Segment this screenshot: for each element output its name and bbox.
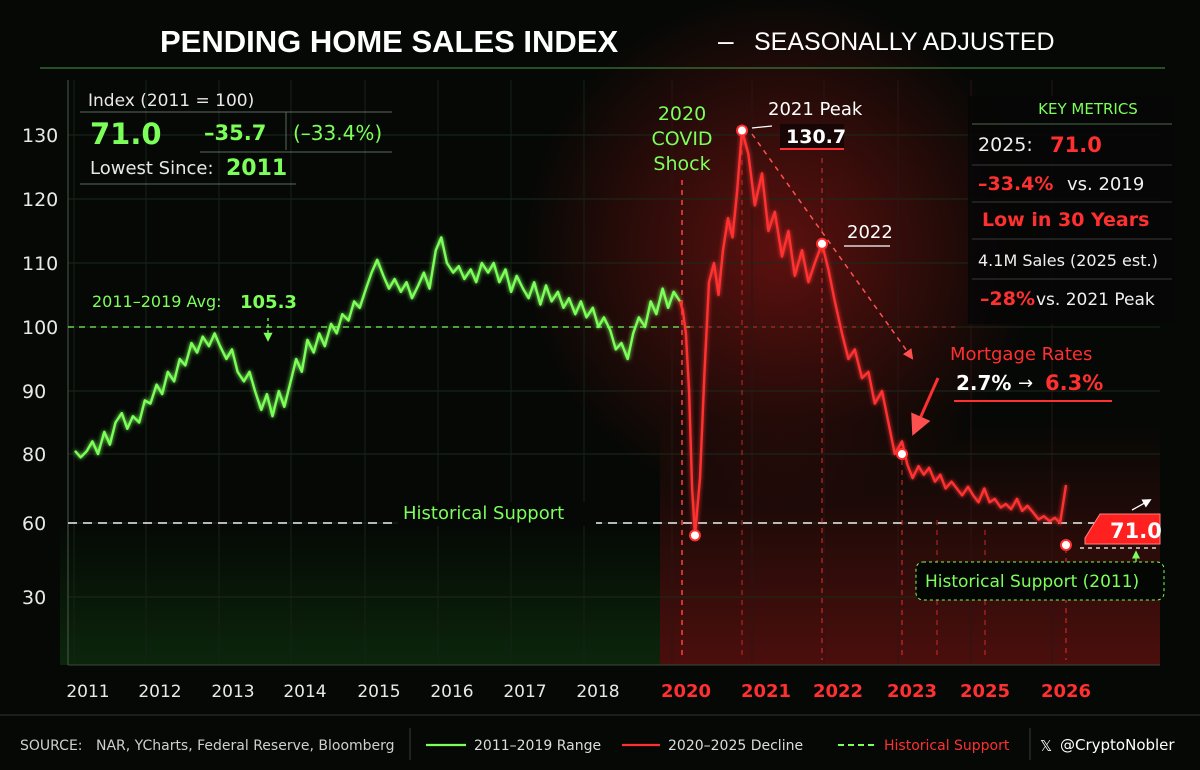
x-tick-label: 2026: [1041, 681, 1091, 702]
covid-year: 2020: [658, 103, 706, 125]
info-box: Index (2011 = 100) 71.0 –35.7 (–33.4%) L…: [80, 91, 392, 185]
x-tick-label: 2016: [430, 682, 473, 702]
key-metrics-title: KEY METRICS: [1038, 100, 1138, 118]
peak-annotation: 2021 Peak 130.7: [751, 99, 863, 150]
series-line-2011-2019: [74, 236, 682, 459]
label-2022-annotation: 2022: [844, 222, 893, 247]
legend-dashed-label: Historical Support: [884, 738, 1010, 754]
mortgage-annotation: Mortgage Rates 2.7% → 6.3%: [911, 344, 1112, 436]
chart-title: PENDING HOME SALES INDEX: [160, 24, 618, 59]
end-value-pointer: [1131, 499, 1152, 511]
data-marker: [736, 124, 748, 137]
x-axis-ticks: 2011 2012 2013 2014 2015 2016 2017 2018 2020 2021…: [66, 681, 1091, 702]
support-2011-label: Historical Support (2011): [925, 572, 1139, 592]
avg-label: 2011–2019 Avg:: [92, 292, 222, 311]
lowest-since-year: 2011: [226, 156, 287, 181]
support-label: Historical Support: [403, 503, 564, 524]
x-tick-label: 2022: [813, 681, 863, 702]
km-vs-peak: vs. 2021 Peak: [1036, 290, 1155, 310]
index-value: 71.0: [90, 117, 162, 151]
km-pct-peak: –28%: [980, 288, 1035, 310]
x-logo-icon: 𝕏: [1040, 737, 1052, 755]
y-tick-label: 110: [22, 253, 58, 275]
data-marker: [1060, 539, 1072, 551]
support-label-bg: [398, 502, 596, 526]
source-text: NAR, YCharts, Federal Reserve, Bloomberg: [96, 738, 395, 754]
x-tick-label: 2013: [211, 682, 254, 702]
x-tick-label: 2020: [661, 681, 711, 702]
legend-red-label: 2020–2025 Decline: [668, 738, 803, 754]
peak-value-bg: [780, 124, 844, 148]
km-pct-2019: –33.4%: [978, 173, 1053, 195]
x-tick-label: 2025: [960, 681, 1010, 702]
red-area-glow: [520, 0, 1040, 510]
x-tick-label: 2021: [741, 681, 791, 702]
lowest-since-label: Lowest Since:: [90, 158, 214, 179]
support-2011-annotation: Historical Support (2011): [915, 547, 1165, 601]
km-year-value: 71.0: [1050, 133, 1102, 157]
mortgage-title: Mortgage Rates: [950, 344, 1092, 365]
km-low-30: Low in 30 Years: [982, 209, 1149, 231]
author-handle: @CryptoNobler: [1060, 736, 1175, 754]
data-marker: [896, 448, 908, 460]
data-markers: [689, 124, 1072, 551]
avg-annotation: 2011–2019 Avg: 105.3: [92, 292, 297, 342]
covid-word: COVID: [651, 128, 712, 150]
km-vs-2019: vs. 2019: [1067, 174, 1144, 195]
end-value-badge: 71.0: [1084, 499, 1162, 545]
index-change: –35.7: [204, 121, 266, 145]
footer: SOURCE: NAR, YCharts, Federal Reserve, B…: [20, 728, 1175, 760]
y-axis-ticks: 130 120 110 100 90 80 60 30: [22, 125, 58, 609]
covid-shock: Shock: [653, 153, 710, 175]
peak-leader: [751, 125, 773, 129]
title-block: PENDING HOME SALES INDEX – SEASONALLY AD…: [160, 24, 1055, 59]
end-value-bg: [1084, 513, 1161, 545]
index-label: Index (2011 = 100): [88, 91, 254, 111]
y-tick-label: 60: [22, 513, 46, 535]
x-tick-label: 2015: [357, 682, 400, 702]
x-tick-label: 2014: [283, 682, 326, 702]
km-year-label: 2025:: [978, 134, 1033, 156]
x-tick-label: 2023: [887, 681, 937, 702]
chart-subtitle: SEASONALLY ADJUSTED: [754, 28, 1055, 56]
x-tick-label: 2017: [503, 682, 546, 702]
mortgage-from: 2.7%: [956, 371, 1011, 395]
title-dash: –: [718, 25, 734, 56]
mortgage-to: 6.3%: [1045, 371, 1103, 395]
y-tick-label: 120: [22, 189, 58, 211]
x-tick-label: 2012: [138, 682, 181, 702]
source-label: SOURCE:: [20, 738, 83, 754]
y-tick-label: 80: [22, 444, 46, 466]
covid-annotation: 2020 COVID Shock: [651, 103, 712, 175]
avg-value: 105.3: [240, 292, 297, 313]
legend-green-label: 2011–2019 Range: [474, 738, 601, 754]
index-change-pct: (–33.4%): [293, 121, 382, 145]
peak-label: 2021 Peak: [768, 99, 863, 120]
data-marker: [689, 529, 701, 542]
y-tick-label: 100: [22, 317, 58, 339]
data-marker: [816, 237, 828, 250]
end-value: 71.0: [1110, 519, 1162, 543]
x-tick-label: 2011: [66, 682, 109, 702]
series-line-2020-2025: [678, 129, 1068, 537]
km-sales: 4.1M Sales (2025 est.): [978, 251, 1158, 270]
y-tick-label: 130: [22, 125, 58, 147]
green-floor-glow: [60, 520, 660, 665]
key-metrics-panel: KEY METRICS 2025: 71.0 –33.4% vs. 2019 L…: [968, 96, 1175, 324]
support-annotation: Historical Support: [398, 502, 596, 526]
peak-value: 130.7: [786, 126, 846, 148]
y-tick-label: 90: [22, 381, 46, 403]
key-metrics-bg: [968, 96, 1175, 324]
mortgage-arrow: →: [1018, 373, 1033, 394]
y-tick-label: 30: [22, 587, 46, 609]
label-2022: 2022: [847, 222, 893, 243]
mortgage-pointer: [911, 377, 940, 436]
support-2011-box: [915, 561, 1165, 601]
x-tick-label: 2018: [576, 682, 619, 702]
